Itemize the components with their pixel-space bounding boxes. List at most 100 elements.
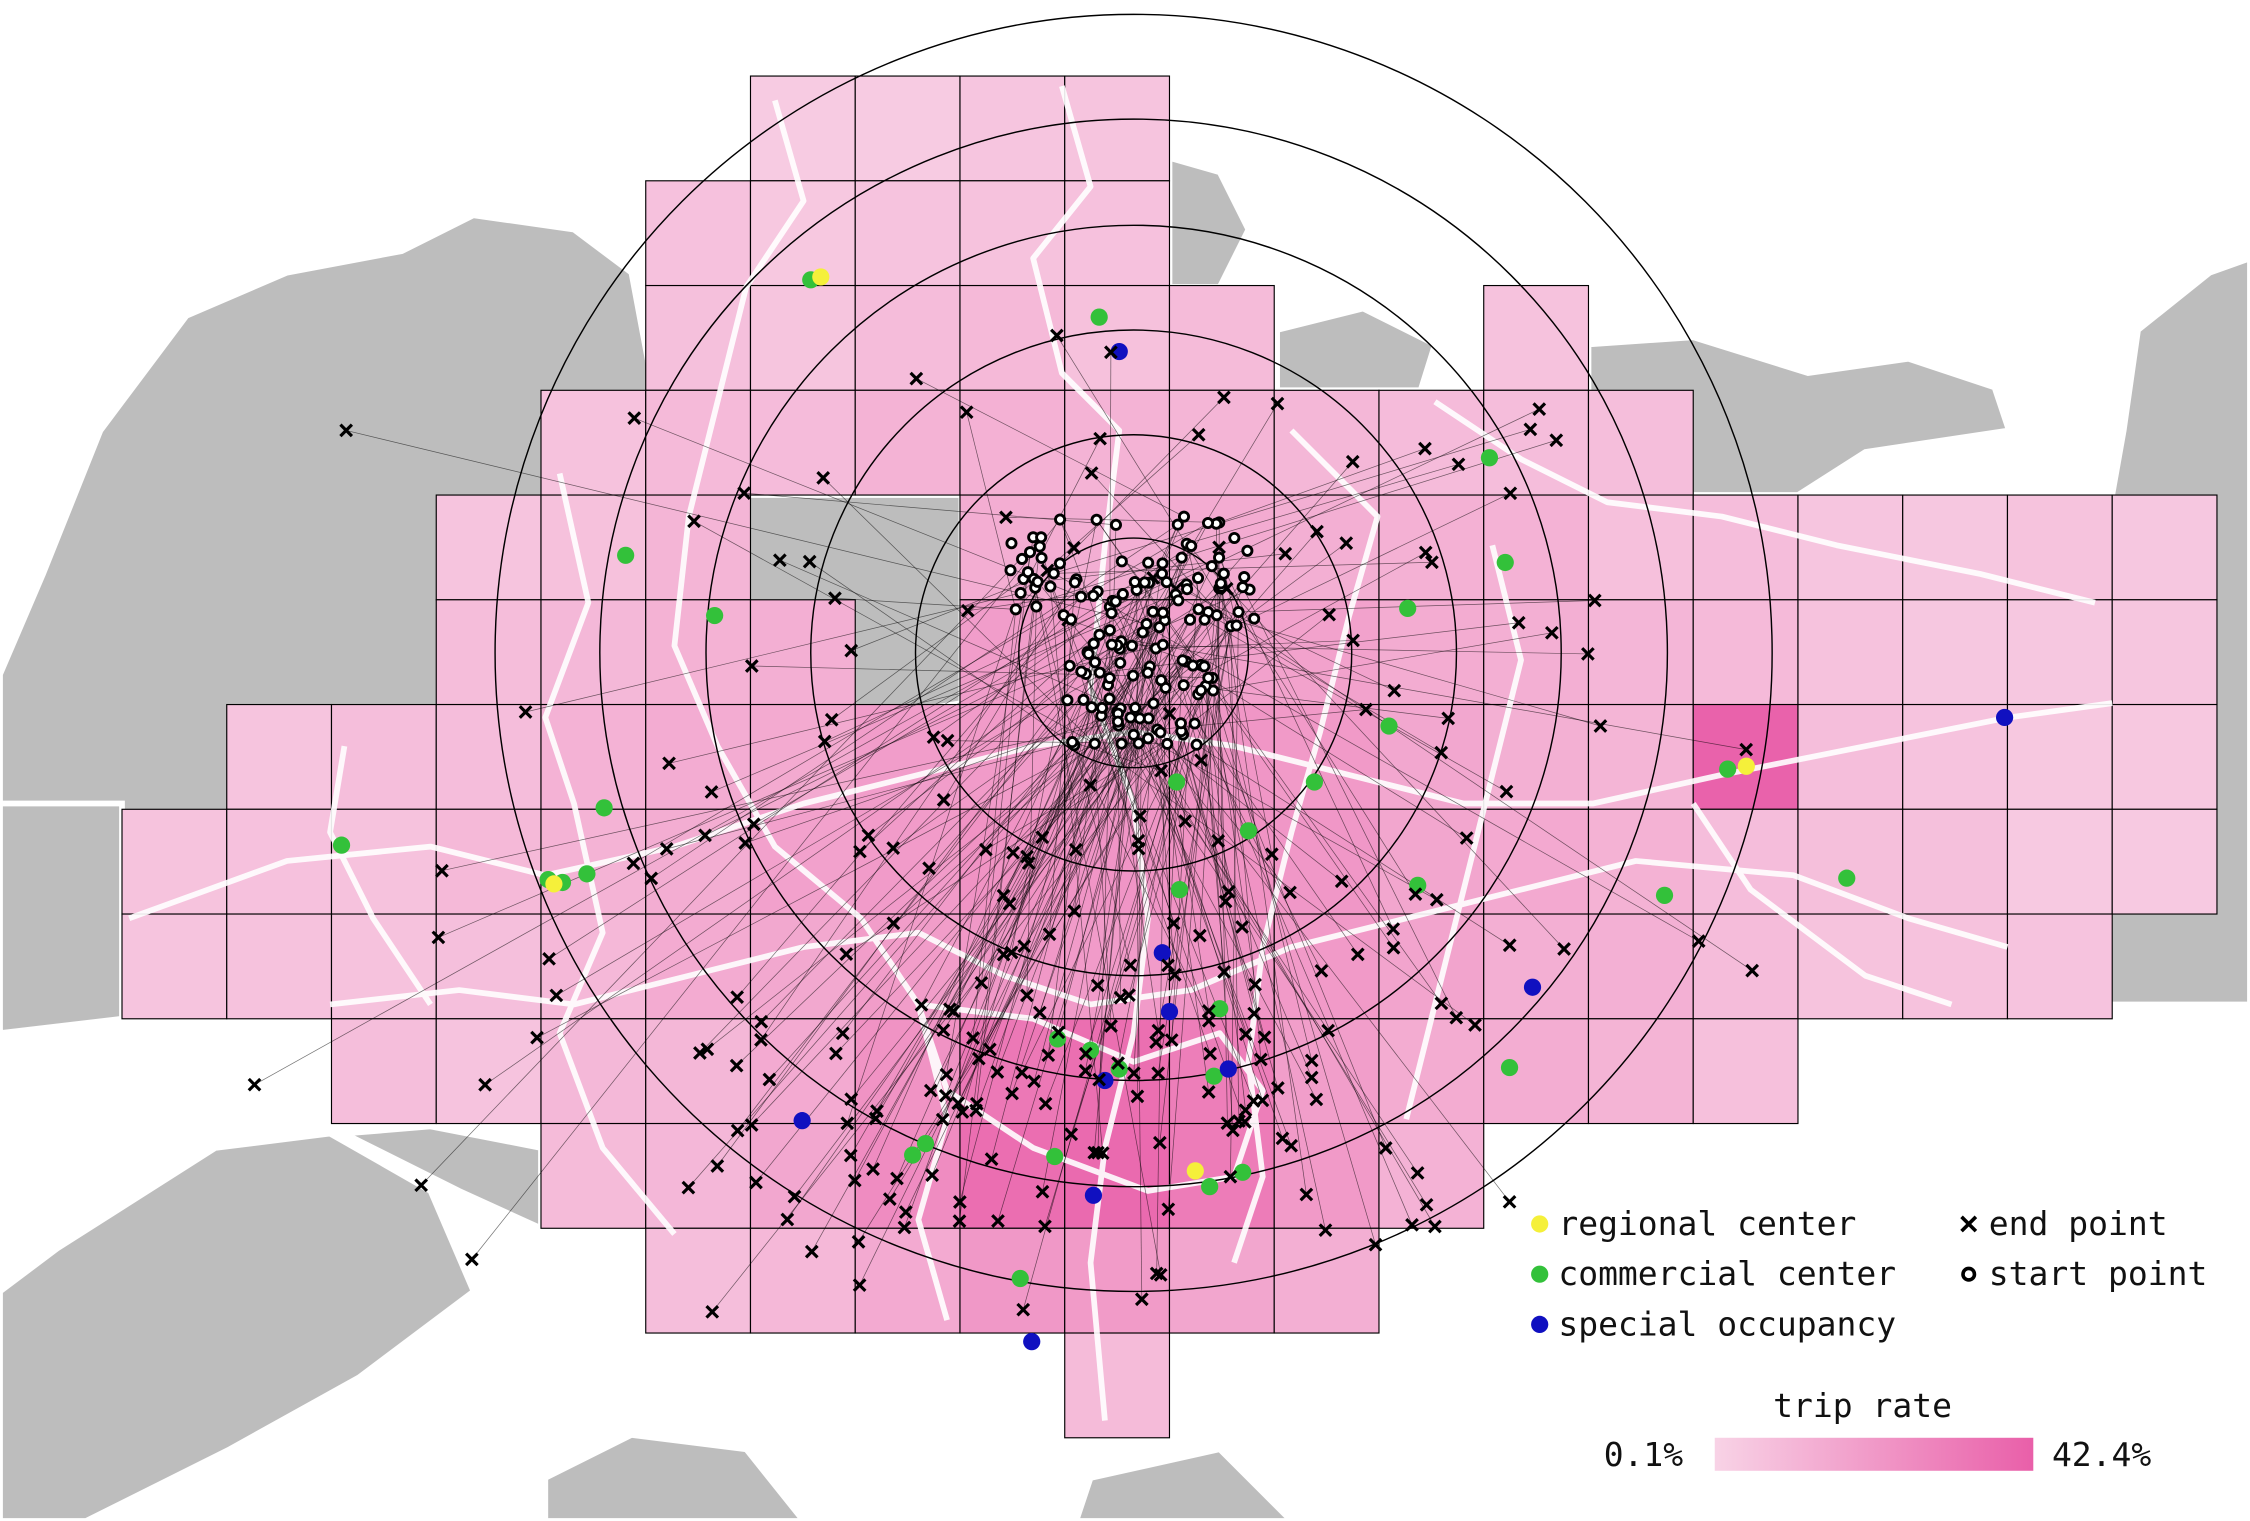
start-point (1105, 607, 1118, 620)
trip-line (1111, 408, 1540, 614)
end-point (1221, 884, 1236, 899)
start-point (1129, 701, 1142, 714)
start-point (1124, 711, 1137, 724)
trip-line (949, 619, 1191, 1010)
commercial-center (617, 546, 635, 564)
start-point (1136, 626, 1149, 639)
end-point (687, 514, 701, 529)
regional-center (812, 268, 830, 286)
end-point (1131, 833, 1146, 848)
start-point (1192, 603, 1205, 616)
end-point (1068, 842, 1083, 857)
grid-cell (959, 808, 1066, 915)
end-point (1178, 814, 1193, 828)
end-point (1419, 1197, 1434, 1212)
start-point (1127, 669, 1140, 682)
trip-line (1053, 573, 1699, 942)
end-point (839, 947, 854, 962)
grid-cell (1273, 808, 1380, 915)
trip-line (859, 573, 1163, 852)
start-point (1190, 738, 1203, 751)
end-point (955, 1105, 970, 1119)
end-point (1093, 431, 1107, 446)
grid-cell (645, 1227, 752, 1334)
end-point (1544, 625, 1559, 640)
start-point (1082, 647, 1095, 660)
end-point (1111, 1056, 1125, 1070)
end-point (999, 510, 1013, 525)
end-point (1051, 1025, 1066, 1040)
end-point (478, 1077, 492, 1092)
grid-cell (2111, 494, 2218, 601)
end-point (953, 1195, 967, 1209)
grid-cell (540, 1122, 647, 1229)
trip-line (1180, 731, 1255, 1014)
trip-line (893, 721, 1119, 924)
trip-line (1041, 721, 1119, 838)
end-point (1238, 1027, 1253, 1042)
end-point (705, 1304, 720, 1319)
trip-line (1196, 744, 1510, 946)
end-point (926, 730, 941, 745)
trip-line (1117, 721, 1121, 998)
end-point (909, 371, 924, 386)
trip-line (1181, 614, 1330, 732)
trip-line (942, 708, 1121, 1120)
commercial-center (578, 865, 596, 883)
end-point (804, 1244, 819, 1259)
special-occupancy (1995, 708, 2014, 727)
start-point (1141, 666, 1154, 679)
grid-cell (540, 494, 647, 601)
end-point (1161, 1202, 1176, 1217)
end-point (1408, 887, 1423, 901)
start-point (1133, 712, 1146, 725)
end-point (1038, 1096, 1053, 1111)
end-point (1345, 454, 1360, 469)
grid-cell (959, 389, 1066, 496)
start-point (1066, 736, 1079, 749)
commercial-center (904, 1146, 922, 1164)
trip-line (1070, 611, 1239, 1135)
grid-cell (2006, 808, 2113, 915)
grid-cell (1064, 284, 1171, 391)
end-point (996, 888, 1011, 903)
end-point (1425, 555, 1439, 570)
start-point (1089, 656, 1102, 669)
end-point (1502, 938, 1517, 953)
start-point (1181, 583, 1194, 596)
end-point (662, 756, 676, 771)
end-point (1092, 1072, 1106, 1087)
start-point (1171, 518, 1184, 531)
legend-swatch (1961, 1266, 1977, 1282)
end-point (1203, 1046, 1217, 1061)
grid-cell (854, 284, 961, 391)
special-occupancy (1523, 978, 1542, 996)
distance-ring (599, 118, 1669, 1188)
grid-cell (435, 1018, 542, 1125)
end-point (772, 553, 787, 568)
trip-line (711, 588, 1188, 793)
trip-line (688, 550, 1248, 1188)
trip-line (556, 662, 1121, 996)
grid-cell (645, 180, 752, 287)
distance-ring (914, 434, 1353, 872)
start-points (1004, 510, 1261, 752)
end-point (1257, 1030, 1272, 1045)
trip-line (1003, 644, 1113, 955)
end-point (1027, 1074, 1041, 1089)
end-point (1191, 427, 1206, 442)
end-point (1127, 1066, 1141, 1081)
trip-line (1167, 660, 1183, 966)
start-point (1115, 555, 1128, 568)
start-point (1198, 613, 1211, 626)
trip-line (1094, 743, 1476, 1026)
distance-ring (705, 224, 1562, 1082)
start-point (1213, 551, 1226, 564)
start-point (1153, 621, 1166, 634)
end-point (1468, 1018, 1482, 1032)
end-point (1162, 706, 1177, 721)
trip-line (441, 721, 1118, 872)
commercial-center (1205, 1067, 1223, 1085)
end-point (1151, 1023, 1166, 1038)
start-point (1174, 717, 1187, 730)
